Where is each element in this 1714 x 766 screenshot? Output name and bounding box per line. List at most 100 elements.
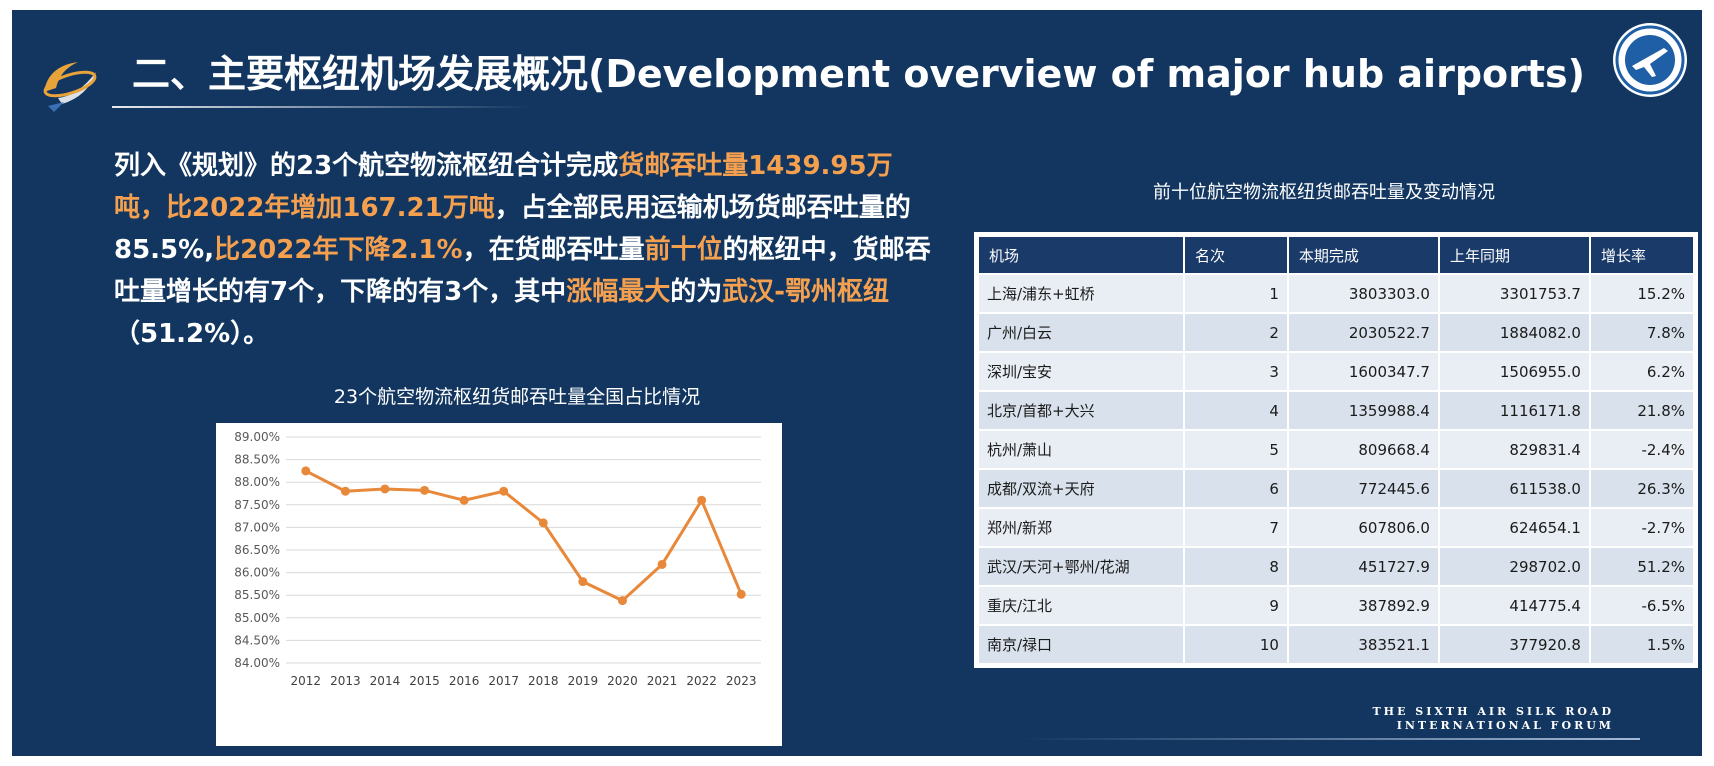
table-cell: 7.8% (1590, 314, 1693, 351)
column-header: 增长率 (1590, 237, 1693, 273)
table-cell: 北京/首都+大兴 (979, 392, 1183, 429)
table-row: 郑州/新郑 7 607806.0 624654.1 -2.7% (979, 509, 1693, 546)
body-text: 列入《规划》的23个航空物流枢纽合计完成 (114, 151, 619, 181)
body-text: 的为 (670, 277, 723, 307)
data-point (538, 518, 548, 528)
x-tick-label: 2019 (568, 674, 599, 688)
body-text: ，在货邮吞吐量 (462, 235, 645, 265)
y-tick-label: 84.50% (234, 633, 280, 647)
chart-title: 23个航空物流枢纽货邮吞吐量全国占比情况 (333, 386, 701, 408)
column-header: 本期完成 (1288, 237, 1438, 273)
table-row: 南京/禄口 10 383521.1 377920.8 1.5% (979, 626, 1693, 663)
highlight-text: 比2022年下降2.1% (214, 235, 463, 265)
table-cell: -2.4% (1590, 431, 1693, 468)
body-text: 的枢纽中，货邮吞吐量增长的有7个，下降的有3个，其中 (114, 235, 931, 307)
ranking-table: 机场 名次 本期完成 上年同期 增长率 上海/浦东+虹桥 1 3803303.0 330175… (974, 232, 1698, 668)
table-cell: 451727.9 (1288, 548, 1438, 585)
table-cell: 624654.1 (1439, 509, 1589, 546)
table-cell: 377920.8 (1439, 626, 1589, 663)
table-cell: 21.8% (1590, 392, 1693, 429)
table-cell: 1.5% (1590, 626, 1693, 663)
table-cell: 成都/双流+天府 (979, 470, 1183, 507)
data-point (420, 485, 430, 495)
table-title: 前十位航空物流枢纽货邮吞吐量及变动情况 (1153, 182, 1495, 203)
table-cell: 9 (1184, 587, 1287, 624)
table-cell: 2030522.7 (1288, 314, 1438, 351)
y-tick-label: 86.00% (234, 566, 280, 580)
table-cell: 武汉/天河+鄂州/花湖 (979, 548, 1183, 585)
forum-line-2: INTERNATIONAL FORUM (1396, 719, 1614, 732)
body-text: ，占全部民用运输机场货邮吞吐量的85.5%, (114, 193, 911, 265)
table-cell: 广州/白云 (979, 314, 1183, 351)
forum-line-1: THE SIXTH AIR SILK ROAD (1372, 705, 1614, 718)
table-cell: 298702.0 (1439, 548, 1589, 585)
x-tick-label: 2020 (607, 674, 638, 688)
column-header: 名次 (1184, 237, 1287, 273)
forum-divider (1020, 738, 1640, 740)
data-point (736, 589, 746, 599)
table-cell: 8 (1184, 548, 1287, 585)
y-tick-label: 86.50% (234, 543, 280, 557)
table-cell: 杭州/萧山 (979, 431, 1183, 468)
x-tick-label: 2014 (370, 674, 401, 688)
highlight-text: 武汉-鄂州枢纽 (722, 277, 890, 307)
table-cell: 1 (1184, 275, 1287, 312)
table-cell: 3803303.0 (1288, 275, 1438, 312)
table-cell: 383521.1 (1288, 626, 1438, 663)
x-tick-label: 2021 (647, 674, 678, 688)
table-cell: 6.2% (1590, 353, 1693, 390)
data-point (340, 486, 350, 496)
column-header: 机场 (979, 237, 1183, 273)
x-tick-label: 2018 (528, 674, 559, 688)
slide: 二、主要枢纽机场发展概况(Development overview of maj… (12, 10, 1702, 756)
table-cell: 15.2% (1590, 275, 1693, 312)
table-row: 成都/双流+天府 6 772445.6 611538.0 26.3% (979, 470, 1693, 507)
table-cell: 重庆/江北 (979, 587, 1183, 624)
table-cell: 414775.4 (1439, 587, 1589, 624)
table-cell: 南京/禄口 (979, 626, 1183, 663)
page-title: 二、主要枢纽机场发展概况(Development overview of maj… (132, 52, 1586, 96)
table-cell: 611538.0 (1439, 470, 1589, 507)
series-line (305, 469, 743, 603)
y-tick-label: 85.50% (234, 588, 280, 602)
line-chart-svg: 84.00% 84.50% 85.00% 85.50% 86.00% 86.50% 87.0… (234, 430, 761, 688)
table-cell: -2.7% (1590, 509, 1693, 546)
table-cell: -6.5% (1590, 587, 1693, 624)
x-tick-label: 2022 (686, 674, 717, 688)
table-row: 广州/白云 2 2030522.7 1884082.0 7.8% (979, 314, 1693, 351)
x-tick-label: 2016 (449, 674, 480, 688)
table-cell: 1359988.4 (1288, 392, 1438, 429)
highlight-text: 前十位 (644, 235, 723, 265)
table-cell: 3301753.7 (1439, 275, 1589, 312)
data-point (617, 596, 627, 606)
table-row: 北京/首都+大兴 4 1359988.4 1116171.8 21.8% (979, 392, 1693, 429)
table-cell: 387892.9 (1288, 587, 1438, 624)
data-point (657, 559, 667, 569)
y-tick-label: 89.00% (234, 430, 280, 444)
table-cell: 深圳/宝安 (979, 353, 1183, 390)
y-tick-label: 84.00% (234, 656, 280, 670)
table-cell: 3 (1184, 353, 1287, 390)
table-row: 深圳/宝安 3 1600347.7 1506955.0 6.2% (979, 353, 1693, 390)
x-tick-label: 2013 (330, 674, 361, 688)
table-cell: 上海/浦东+虹桥 (979, 275, 1183, 312)
title-underline (112, 106, 532, 108)
x-tick-label: 2012 (291, 674, 322, 688)
table-cell: 1116171.8 (1439, 392, 1589, 429)
table-cell: 829831.4 (1439, 431, 1589, 468)
y-tick-label: 88.50% (234, 453, 280, 467)
data-point (499, 486, 509, 496)
airplane-seal-icon (1613, 23, 1687, 97)
highlight-text: 涨幅最大 (566, 277, 671, 307)
data-point (578, 577, 588, 587)
summary-paragraph: 列入《规划》的23个航空物流枢纽合计完成货邮吞吐量1439.95万吨，比2022… (114, 145, 944, 355)
asrif-logo-icon (43, 62, 97, 112)
data-point (380, 484, 390, 494)
table-cell: 1600347.7 (1288, 353, 1438, 390)
y-tick-label: 88.00% (234, 475, 280, 489)
x-tick-label: 2015 (409, 674, 440, 688)
table-cell: 809668.4 (1288, 431, 1438, 468)
table-cell: 5 (1184, 431, 1287, 468)
table-row: 重庆/江北 9 387892.9 414775.4 -6.5% (979, 587, 1693, 624)
table-cell: 1506955.0 (1439, 353, 1589, 390)
